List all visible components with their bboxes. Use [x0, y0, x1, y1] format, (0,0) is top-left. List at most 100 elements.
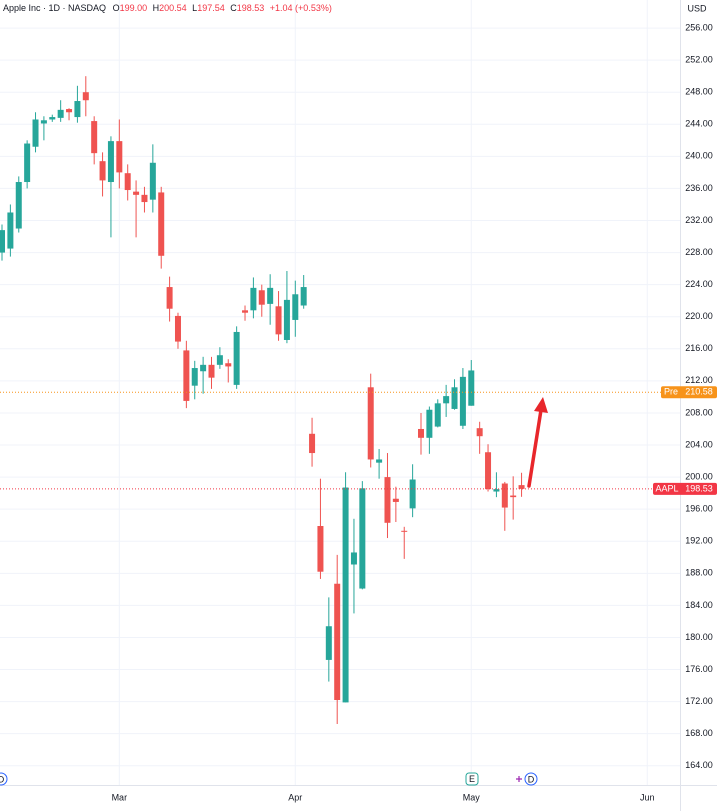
candle-body: [275, 306, 282, 335]
price-label-name: AAPL: [655, 483, 678, 493]
y-tick-label: 180.00: [685, 632, 713, 642]
event-badge[interactable]: [465, 772, 479, 786]
candle-body: [401, 530, 408, 532]
price-label-value: 210.58: [685, 387, 713, 397]
event-badge[interactable]: [0, 772, 8, 786]
y-tick-label: 256.00: [685, 22, 713, 32]
candle-body: [283, 299, 290, 340]
legend-key: H: [153, 3, 160, 13]
candle-body: [166, 287, 173, 309]
arrow-shaft: [527, 408, 543, 488]
y-tick-label: 164.00: [685, 760, 713, 770]
currency: USD: [687, 3, 707, 13]
candle-body: [518, 485, 525, 489]
candle-body: [66, 109, 73, 113]
y-tick-label: 188.00: [685, 568, 713, 578]
candle-body: [149, 162, 156, 200]
x-tick-label: Apr: [288, 792, 302, 802]
candle-body: [300, 287, 307, 306]
event-label: D: [528, 774, 535, 784]
candle-body: [334, 583, 341, 701]
y-tick-label: 236.00: [685, 183, 713, 193]
legend-key: L: [192, 3, 197, 13]
event-label: D: [0, 774, 5, 784]
candle-body: [443, 396, 450, 404]
candle-body: [384, 477, 391, 523]
candle-body: [24, 143, 31, 183]
arrow-annotation: [527, 397, 548, 488]
candle-body: [32, 119, 39, 147]
candle-body: [216, 355, 223, 365]
candle-body: [409, 479, 416, 509]
candle-body: [250, 287, 257, 311]
legend-value: 199.00: [120, 3, 148, 13]
event-label: E: [469, 774, 475, 784]
y-tick-label: 244.00: [685, 119, 713, 129]
price-label-box: [653, 482, 717, 495]
candle-body: [116, 141, 123, 173]
candle-body: [451, 387, 458, 409]
candle-body: [225, 363, 232, 367]
y-tick-label: 204.00: [685, 439, 713, 449]
candle-body: [15, 182, 22, 229]
legend-key: C: [230, 3, 237, 13]
candle-body: [309, 433, 316, 454]
candle-body: [74, 101, 81, 118]
y-tick-label: 224.00: [685, 279, 713, 289]
candle-body: [91, 121, 98, 154]
price-label-box: [661, 386, 717, 399]
candle-body: [183, 350, 190, 401]
plot: [0, 76, 680, 725]
y-tick-label: 168.00: [685, 728, 713, 738]
y-tick-label: 232.00: [685, 215, 713, 225]
candle-body: [476, 428, 483, 437]
y-tick-label: 252.00: [685, 55, 713, 65]
y-tick-label: 228.00: [685, 247, 713, 257]
price-label-value: 198.53: [685, 483, 713, 493]
events: D E D: [0, 772, 538, 786]
candle-body: [233, 331, 240, 385]
candle-body: [359, 488, 366, 589]
candle-body: [99, 161, 106, 181]
candle-body: [57, 109, 64, 118]
candle-body: [418, 428, 424, 438]
candle-body: [317, 526, 324, 572]
candle-body: [49, 117, 56, 120]
y-tick-label: 200.00: [685, 471, 713, 481]
legend-value: 197.54: [197, 3, 225, 13]
candle-body: [141, 194, 148, 203]
change: +1.04 (+0.53%): [270, 3, 332, 13]
candle-body: [367, 387, 374, 460]
candle-body: [350, 552, 357, 565]
candle-body: [376, 459, 383, 463]
legend-key: O: [113, 3, 120, 13]
candle-body: [485, 452, 492, 490]
candle-body: [124, 173, 131, 191]
price-label-name: Pre: [664, 387, 678, 397]
candle-body: [40, 120, 47, 124]
y-tick-label: 216.00: [685, 343, 713, 353]
x-tick-label: May: [463, 792, 481, 802]
candle-body: [292, 294, 299, 320]
candle-body: [510, 495, 517, 498]
candle-body: [242, 310, 249, 313]
y-tick-label: 212.00: [685, 375, 713, 385]
event-badge[interactable]: [524, 772, 538, 786]
candle-body: [434, 403, 441, 427]
x-tick-label: Mar: [112, 792, 128, 802]
y-tick-label: 248.00: [685, 87, 713, 97]
y-tick-label: 240.00: [685, 151, 713, 161]
candle-body: [342, 487, 349, 703]
event-plus: [516, 776, 522, 782]
candle-body: [133, 191, 140, 195]
y-tick-label: 176.00: [685, 664, 713, 674]
arrow-head: [534, 397, 548, 413]
candle-body: [468, 370, 475, 406]
candle-body: [392, 498, 399, 502]
candle-body: [267, 287, 274, 304]
header: Apple Inc · 1D · NASDAQ O199.00 H200.54 …: [3, 3, 332, 13]
y-tick-label: 192.00: [685, 536, 713, 546]
symbol: Apple Inc · 1D · NASDAQ: [3, 3, 106, 13]
